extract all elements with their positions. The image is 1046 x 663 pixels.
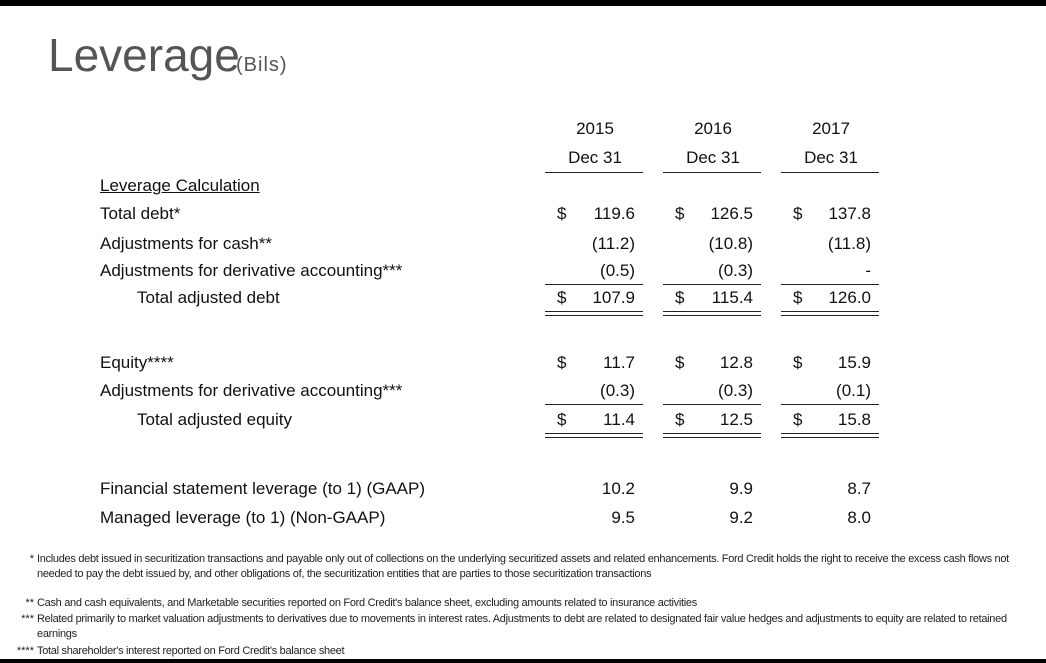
currency: $	[675, 410, 685, 429]
double-underline	[781, 311, 879, 312]
column-date: Dec 31	[568, 148, 622, 167]
amount: 11.7	[603, 353, 635, 372]
double-underline	[545, 437, 643, 438]
amount: 15.9	[837, 353, 871, 372]
row-label: Total adjusted equity	[137, 410, 292, 429]
amount: 126.0	[828, 288, 871, 307]
amount: (0.3)	[718, 261, 753, 280]
amount: (11.2)	[591, 234, 635, 253]
double-underline	[781, 433, 879, 434]
underline	[663, 404, 761, 405]
column-date: Dec 31	[804, 148, 858, 167]
footnote-text: Total shareholder's interest reported on…	[37, 645, 345, 657]
column-year: 2017	[812, 119, 850, 138]
double-underline	[781, 315, 879, 316]
amount: 115.4	[711, 288, 753, 307]
underline	[545, 404, 643, 405]
currency: $	[793, 353, 803, 372]
currency: $	[793, 410, 803, 429]
currency: $	[675, 204, 685, 223]
amount: 9.9	[729, 479, 753, 498]
currency: $	[675, 353, 685, 372]
amount: 12.5	[719, 410, 753, 429]
amount: 9.2	[729, 508, 753, 527]
amount: 126.5	[710, 204, 753, 223]
underline	[545, 284, 643, 285]
header-rule	[781, 172, 879, 173]
amount: (0.1)	[836, 381, 871, 400]
amount: 11.4	[603, 410, 635, 429]
double-underline	[545, 433, 643, 434]
double-underline	[545, 311, 643, 312]
footnote-marker: ***	[21, 613, 34, 625]
currency: $	[557, 410, 567, 429]
amount: 119.6	[593, 204, 635, 223]
amount: (11.8)	[827, 234, 871, 253]
double-underline	[545, 315, 643, 316]
subtitle: (Bils)	[236, 54, 288, 76]
title: Leverage	[48, 29, 240, 81]
underline	[781, 284, 879, 285]
header-rule	[545, 172, 643, 173]
currency: $	[557, 288, 567, 307]
amount: 8.7	[847, 479, 871, 498]
amount: 15.8	[837, 410, 871, 429]
footnote-text: Includes debt issued in securitization t…	[37, 553, 1009, 580]
double-underline	[663, 311, 761, 312]
footnote-marker: ****	[16, 645, 34, 657]
row-label: Adjustments for derivative accounting***	[100, 261, 403, 280]
section-heading: Leverage Calculation	[100, 176, 260, 195]
column-date: Dec 31	[686, 148, 740, 167]
amount: -	[865, 261, 871, 280]
footnote-text: Related primarily to market valuation ad…	[37, 613, 1007, 640]
currency: $	[793, 288, 803, 307]
row-label: Financial statement leverage (to 1) (GAA…	[100, 479, 426, 498]
footnote-text: Cash and cash equivalents, and Marketabl…	[37, 597, 697, 609]
underline	[781, 404, 879, 405]
row-label: Adjustments for cash**	[100, 234, 272, 253]
currency: $	[557, 204, 567, 223]
row-label: Total adjusted debt	[137, 288, 280, 307]
amount: (0.5)	[600, 261, 635, 280]
amount: 8.0	[847, 508, 871, 527]
double-underline	[663, 315, 761, 316]
row-label: Total debt*	[100, 204, 181, 223]
amount: 107.9	[592, 288, 635, 307]
row-label: Managed leverage (to 1) (Non-GAAP)	[100, 508, 386, 527]
double-underline	[663, 433, 761, 434]
amount: (0.3)	[718, 381, 753, 400]
amount: (0.3)	[600, 381, 635, 400]
double-underline	[781, 437, 879, 438]
amount: 12.8	[719, 353, 753, 372]
column-year: 2015	[576, 119, 614, 138]
double-underline	[663, 437, 761, 438]
underline	[663, 284, 761, 285]
row-label: Equity****	[100, 353, 174, 372]
amount: (10.8)	[708, 234, 753, 253]
footnote-marker: *	[29, 553, 34, 565]
currency: $	[557, 353, 567, 372]
amount: 10.2	[601, 479, 635, 498]
currency: $	[793, 204, 803, 223]
header-rule	[663, 172, 761, 173]
footnote-marker: **	[25, 597, 34, 609]
column-year: 2016	[694, 119, 732, 138]
row-label: Adjustments for derivative accounting***	[100, 381, 403, 400]
currency: $	[675, 288, 685, 307]
amount: 137.8	[828, 204, 871, 223]
amount: 9.5	[611, 508, 635, 527]
